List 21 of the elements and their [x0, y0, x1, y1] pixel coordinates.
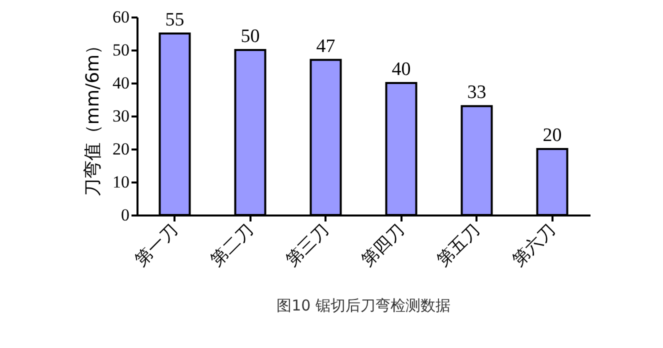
caption: 图10 锯切后刀弯检测数据	[276, 296, 450, 315]
y-tick-label: 50	[112, 40, 130, 60]
data-label: 47	[316, 36, 336, 57]
y-tick-label: 60	[112, 8, 130, 26]
data-label: 55	[165, 10, 184, 30]
data-label: 40	[392, 59, 411, 80]
y-tick-label: 20	[112, 140, 130, 158]
y-tick-label: 30	[112, 106, 130, 126]
x-tick-label: 第三刀	[282, 220, 333, 271]
y-tick-label: 0	[121, 206, 130, 224]
data-label: 50	[240, 26, 260, 47]
x-tick-label: 第一刀	[132, 220, 182, 271]
y-tick-label: 10	[112, 172, 130, 192]
x-tick-label: 第二刀	[207, 220, 258, 271]
y-axis-title: 刀弯值（mm/6m）	[82, 36, 104, 197]
data-label: 20	[542, 125, 562, 146]
y-tick-label: 40	[112, 74, 130, 92]
x-tick-label: 第六刀	[509, 220, 560, 271]
data-label: 33	[467, 82, 486, 104]
x-tick-label: 第五刀	[434, 220, 484, 271]
x-tick-label: 第四刀	[358, 220, 408, 271]
